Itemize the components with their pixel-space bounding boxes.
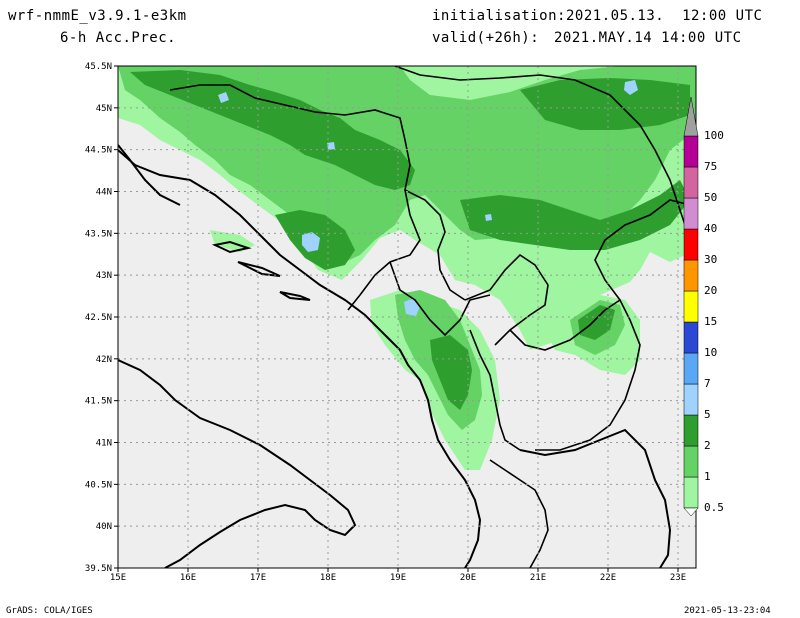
island-1	[211, 240, 252, 254]
legend-label: 30	[704, 253, 717, 266]
lon-label: 19E	[390, 573, 406, 583]
legend-swatch	[683, 166, 699, 199]
legend-label: 5	[704, 408, 711, 421]
legend-swatch	[683, 383, 699, 416]
legend-swatch	[683, 96, 699, 137]
lat-label: 44.5N	[85, 146, 112, 156]
albania-greece-border	[489, 459, 549, 568]
precip-core-north	[130, 70, 415, 190]
greece-coastline	[519, 428, 672, 568]
footer-right: 2021-05-13-23:04	[684, 606, 771, 616]
footer-left: GrADS: COLA/IGES	[6, 606, 93, 616]
serbia-north-border	[394, 66, 691, 241]
lon-label: 16E	[180, 573, 196, 583]
legend-swatch	[683, 135, 699, 168]
precip-legend: 0.5 1 2 5 7 10 15 20 30 40 50 75 100	[683, 96, 724, 517]
precip-peak-5	[327, 142, 335, 150]
lon-label: 23E	[670, 573, 686, 583]
legend-swatch	[683, 259, 699, 292]
italy-coastline	[118, 359, 357, 568]
adriatic-east-coastline	[118, 149, 482, 568]
precip-core-east	[460, 180, 690, 250]
albania-east-border	[469, 329, 521, 451]
legend-swatch	[683, 290, 699, 323]
legend-swatch	[683, 352, 699, 385]
country-borders	[169, 66, 691, 568]
precip-peak-1	[302, 232, 320, 252]
legend-label: 0.5	[704, 501, 724, 514]
legend-label: 1	[704, 470, 711, 483]
precip-fields	[118, 66, 696, 568]
bosnia-serbia-border	[404, 189, 466, 301]
legend-label: 75	[704, 160, 717, 173]
precip-core-albania	[430, 335, 472, 410]
init-value: 2021.05.13. 12:00 UTC	[566, 8, 763, 24]
legend-swatch	[683, 476, 699, 509]
legend-label: 10	[704, 346, 717, 359]
field-title: 6-h Acc.Prec.	[60, 30, 177, 46]
lon-label: 18E	[320, 573, 336, 583]
lat-label: 40N	[96, 522, 112, 532]
legend-label: 100	[704, 129, 724, 142]
lat-label: 43N	[96, 271, 112, 281]
legend-swatch	[683, 445, 699, 478]
montenegro-border	[389, 261, 491, 337]
lat-label: 45N	[96, 104, 112, 114]
legend-swatch	[683, 197, 699, 230]
kosovo-border	[464, 253, 549, 346]
legend-label: 7	[704, 377, 711, 390]
precip-core-north-macedonia	[578, 305, 615, 340]
lat-label: 42N	[96, 355, 112, 365]
valid-value: 2021.MAY.14 14:00 UTC	[554, 30, 742, 46]
lat-label: 44N	[96, 188, 112, 198]
map-gridlines	[118, 66, 696, 568]
legend-cap	[683, 507, 699, 517]
lat-label: 42.5N	[85, 313, 112, 323]
lat-label: 39.5N	[85, 564, 112, 574]
lat-labels: 45.5N 45N 44.5N 44N 43.5N 43N 42.5N 42N 41.5N 41N…	[85, 62, 112, 574]
lat-label: 43.5N	[85, 229, 112, 239]
coastlines	[118, 144, 672, 568]
lon-labels: 15E 16E 17E 18E 19E 20E 21E 22E 23E	[110, 573, 686, 583]
lat-label: 40.5N	[85, 480, 112, 490]
north-macedonia-border	[509, 298, 641, 451]
lat-label: 41.5N	[85, 397, 112, 407]
map-ticks	[114, 65, 679, 572]
island-3	[279, 291, 311, 301]
lon-label: 20E	[460, 573, 476, 583]
island-2	[237, 261, 281, 277]
lon-label: 21E	[530, 573, 546, 583]
precip-core-northeast	[520, 78, 690, 130]
lat-label: 41N	[96, 439, 112, 449]
init-label: initialisation:	[432, 8, 566, 24]
lon-label: 22E	[600, 573, 616, 583]
legend-label: 15	[704, 315, 717, 328]
precip-peak-4	[218, 92, 229, 103]
italy-coastline-2	[118, 144, 181, 206]
bulgaria-border	[594, 199, 691, 301]
legend-label: 20	[704, 284, 717, 297]
lon-label: 15E	[110, 573, 126, 583]
lon-label: 17E	[250, 573, 266, 583]
valid-label: valid(+26h):	[432, 30, 540, 46]
lat-label: 45.5N	[85, 62, 112, 72]
legend-label: 50	[704, 191, 717, 204]
legend-swatch	[683, 414, 699, 447]
legend-swatch	[683, 321, 699, 354]
legend-swatch	[683, 228, 699, 261]
precip-peak-6	[485, 214, 492, 221]
legend-label: 40	[704, 222, 717, 235]
precip-peak-3	[624, 80, 638, 95]
legend-label: 2	[704, 439, 711, 452]
model-title: wrf-nmmE_v3.9.1-e3km	[8, 8, 187, 24]
